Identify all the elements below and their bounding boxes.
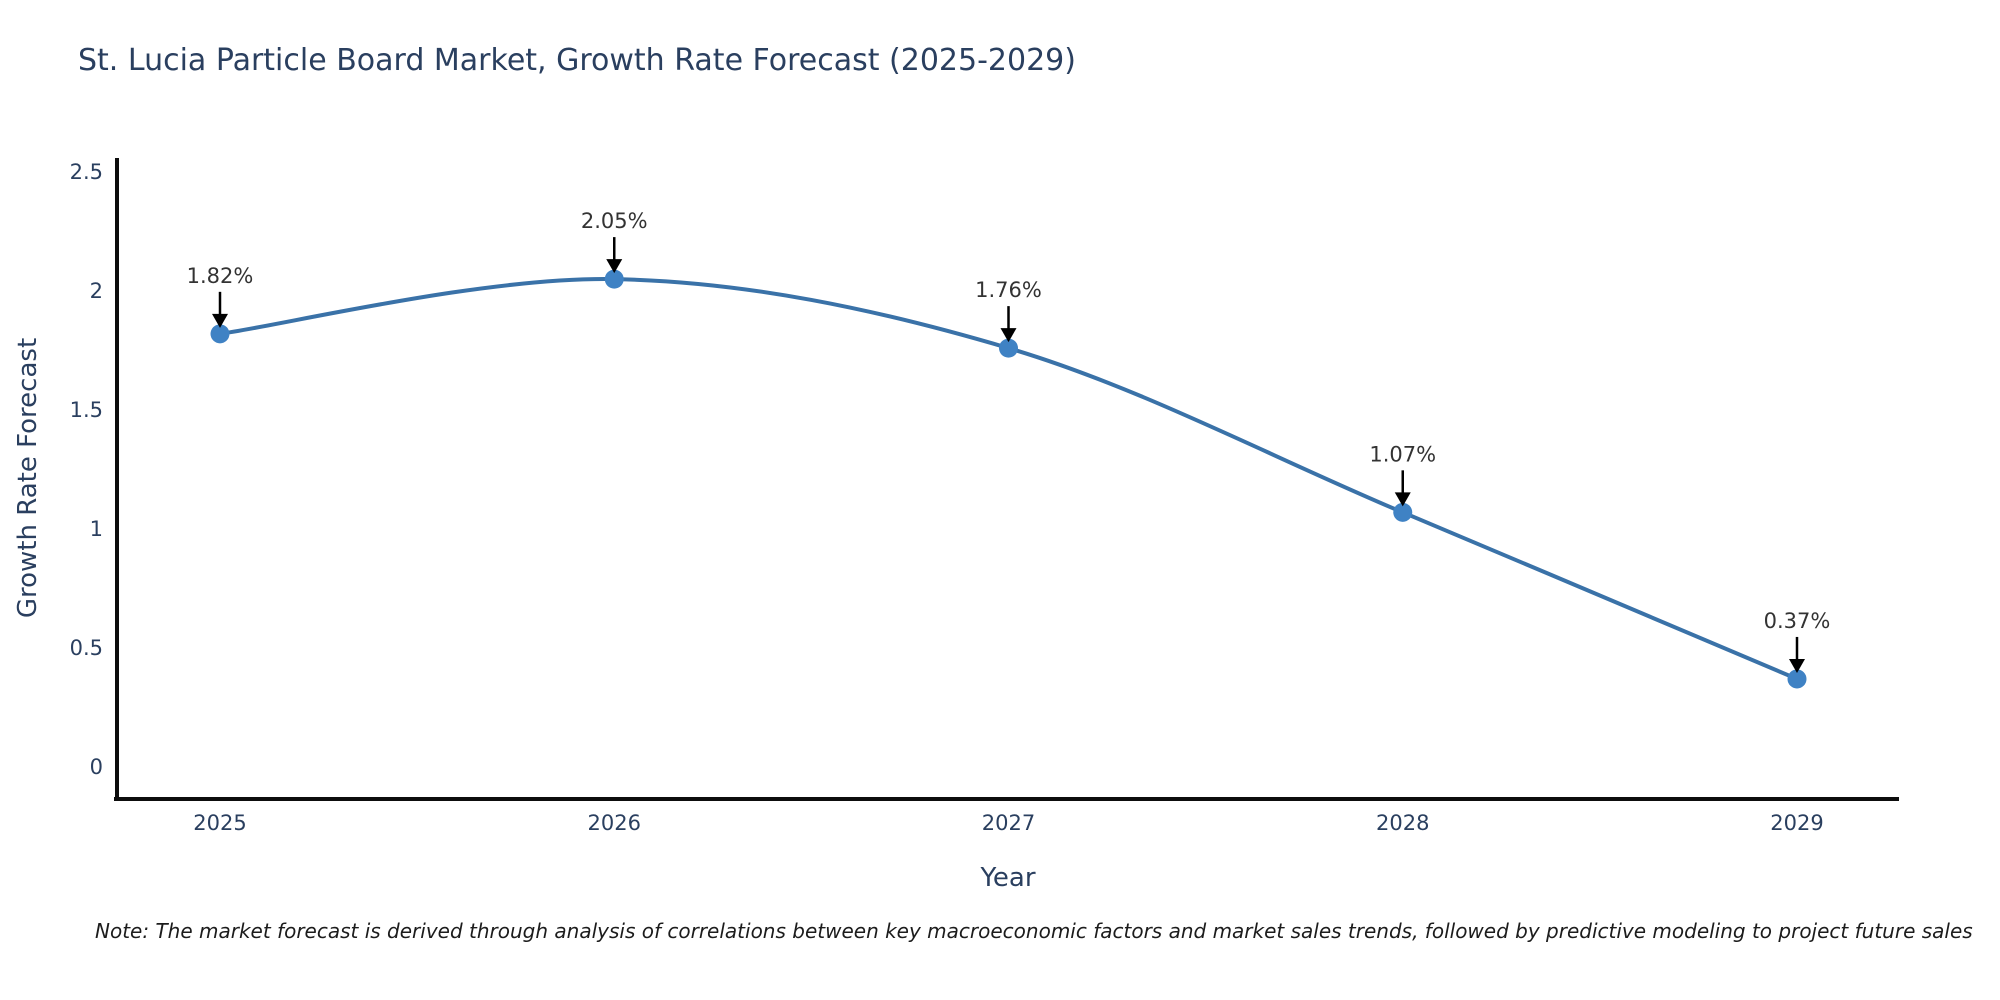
annotation-arrowhead-icon: [212, 313, 228, 328]
y-tick-label: 0.5: [70, 636, 103, 660]
chart-title: St. Lucia Particle Board Market, Growth …: [78, 43, 1076, 78]
x-tick-label: 2029: [1770, 811, 1823, 835]
annotation-arrowhead-icon: [1000, 328, 1017, 343]
y-tick-label: 2: [90, 279, 103, 303]
x-tick-label: 2025: [193, 811, 246, 835]
x-tick-label: 2027: [982, 811, 1035, 835]
point-value-label: 1.07%: [1369, 442, 1436, 466]
data-point-marker[interactable]: [210, 324, 230, 344]
point-value-label: 0.37%: [1764, 609, 1831, 633]
annotation-arrowhead-icon: [1789, 658, 1805, 673]
point-value-label: 1.82%: [187, 264, 254, 288]
y-tick-label: 2.5: [70, 160, 103, 184]
y-tick-label: 1.5: [70, 398, 103, 422]
x-axis-title: Year: [980, 863, 1036, 893]
annotation-arrowhead-icon: [606, 259, 623, 274]
y-tick-label: 1: [90, 517, 103, 541]
data-point-marker[interactable]: [999, 338, 1018, 358]
y-axis-title: Growth Rate Forecast: [13, 337, 43, 619]
x-tick-label: 2026: [588, 811, 641, 835]
point-value-label: 1.76%: [975, 278, 1042, 302]
footnote: Note: The market forecast is derived thr…: [95, 919, 1973, 943]
data-point-marker[interactable]: [1393, 502, 1413, 522]
data-point-marker[interactable]: [604, 269, 624, 289]
x-tick-label: 2028: [1376, 811, 1429, 835]
annotation-arrowhead-icon: [1394, 492, 1411, 507]
y-tick-label: 0: [90, 755, 103, 779]
data-point-marker[interactable]: [1787, 669, 1807, 689]
point-value-label: 2.05%: [581, 209, 648, 233]
